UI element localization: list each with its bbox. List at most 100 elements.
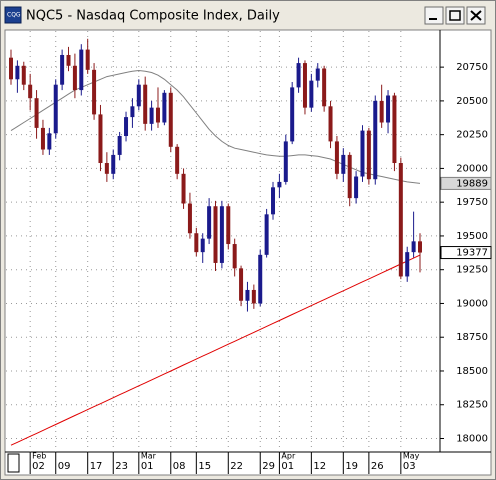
candle-body [9,57,13,80]
x-tick-label: 26 [371,461,384,472]
candle-body [213,206,218,263]
window-title: NQC5 - Nasdaq Composite Index, Daily [26,9,280,24]
candle-body [392,95,397,164]
candle-body [264,214,269,255]
x-tick-label: 17 [90,461,103,472]
title-bar [2,2,494,28]
x-tick-label: 08 [173,461,186,472]
app-icon [4,6,22,24]
candle-body [283,141,288,182]
candle-body [354,176,359,199]
candle-body [219,206,224,263]
candle-body [162,92,167,123]
x-tick-label: 12 [313,461,326,472]
candle-body [309,80,314,108]
corner-box [7,453,20,473]
y-tick-label: 20750 [456,62,488,73]
candle-body [302,63,307,108]
candle-body [271,187,276,215]
candle-body [226,206,231,245]
candle-body [418,241,422,253]
month-label: Mar [141,452,157,461]
candle-body [92,69,97,115]
candle-body [79,49,84,91]
last-value-box [440,176,492,190]
app-icon-glyph: CQG [7,12,21,19]
x-tick-label: 15 [198,461,211,472]
candle-body [386,95,391,123]
candle-body [341,154,346,174]
last-value-label: 19889 [456,178,488,189]
candle-body [328,106,333,142]
candle-body [207,206,212,239]
moving-average-line [10,254,421,446]
candle-body [104,163,109,174]
y-tick-label: 18000 [456,433,488,444]
x-tick-label: 01 [281,461,294,472]
y-tick-label: 19750 [456,197,488,208]
candle-body [315,68,320,81]
candle-body [168,92,173,147]
last-close-label: 19377 [456,248,488,259]
candle-body [130,106,135,118]
candle-body [85,49,90,70]
candle-body [296,63,301,88]
x-tick-label: 01 [141,461,154,472]
candle-body [53,84,58,134]
minimize-button[interactable] [424,6,444,25]
candle-body [15,65,20,80]
candle-body [34,98,39,128]
x-tick-label: 22 [230,461,243,472]
y-tick-label: 20250 [456,130,488,141]
candle-body [405,252,410,277]
candle-body [72,65,77,91]
close-button[interactable] [466,6,486,25]
candle-body [398,163,403,277]
month-label: May [403,452,420,461]
candle-body [98,114,103,164]
candle-body [149,107,154,124]
last-close-box [440,246,492,260]
candle-body [60,54,65,85]
candle-body [258,254,263,304]
candle-body [28,84,33,99]
candle-body [277,181,282,188]
moving-average-line [10,69,421,184]
candle-body [181,173,186,204]
candle-body [117,136,122,155]
x-tick-label: 03 [403,461,416,472]
candle-body [290,87,295,142]
candle-body [245,289,250,301]
candle-body [21,65,26,85]
y-tick-label: 20500 [456,96,488,107]
y-tick-label: 19500 [456,231,488,242]
x-tick-label: 09 [58,461,71,472]
candle-body [411,241,416,253]
candle-body [155,107,160,123]
chart-frame [4,29,492,476]
candle-body [322,68,327,107]
candle-body [347,154,352,199]
month-label: Apr [281,452,296,461]
candle-body [334,141,339,174]
y-tick-label: 18500 [456,366,488,377]
candle-body [175,146,180,174]
candle-body [136,84,141,107]
candle-body [111,154,116,174]
y-tick-label: 18250 [456,400,488,411]
candle-body [200,238,205,253]
candle-body [366,130,371,180]
x-tick-label: 29 [262,461,275,472]
candle-body [360,130,365,177]
y-tick-label: 18750 [456,332,488,343]
x-tick-label: 19 [345,461,358,472]
maximize-button[interactable] [445,6,465,25]
x-tick-label: 23 [115,461,128,472]
candle-body [239,268,244,301]
candle-body [66,54,71,66]
month-label: Feb [32,452,46,461]
candle-body [143,84,148,124]
y-tick-label: 19000 [456,298,488,309]
y-tick-label: 19250 [456,265,488,276]
